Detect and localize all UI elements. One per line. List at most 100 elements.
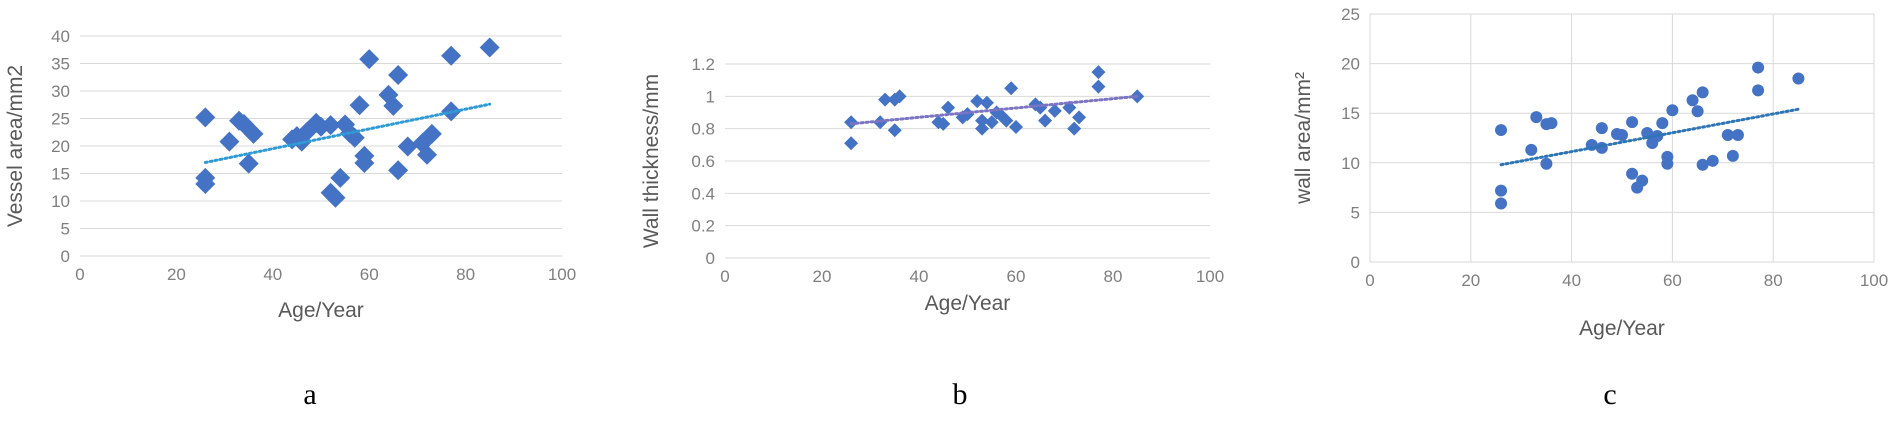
chart-a-svg: 0 5 10 15 20 25 30 35 40 0 20 40 60 80 100 Age/Year Vess… — [4, 27, 576, 322]
data-point-b-27 — [1067, 121, 1082, 136]
data-point-c-29 — [1721, 129, 1734, 142]
xtick-label-b-4: 80 — [1104, 267, 1123, 286]
data-point-a-33 — [441, 45, 462, 66]
data-point-b-29 — [1091, 65, 1106, 80]
plot-frame-c — [1369, 13, 1875, 263]
xtick-label-c-5: 100 — [1860, 271, 1888, 290]
data-point-c-27 — [1696, 158, 1709, 171]
yaxis-title-a: Vessel area/mm2 — [4, 65, 27, 227]
xtick-label-b-3: 60 — [1007, 267, 1026, 286]
data-point-a-23 — [354, 153, 375, 174]
data-point-c-3 — [1525, 143, 1538, 156]
data-point-a-7 — [243, 123, 264, 144]
xtick-label-c-4: 80 — [1764, 271, 1783, 290]
data-point-c-16 — [1636, 174, 1649, 187]
data-point-a-14 — [320, 115, 341, 136]
data-point-c-25 — [1691, 105, 1704, 118]
xtick-label-b-5: 100 — [1196, 267, 1224, 286]
xtick-label-c-3: 60 — [1663, 271, 1682, 290]
data-point-b-15 — [979, 95, 994, 110]
trendline-b — [849, 94, 1139, 126]
data-point-c-31 — [1731, 129, 1744, 142]
panel-c: 0 5 10 15 20 25 0 20 40 60 80 100 Age/Year wall area/… — [1290, 0, 1902, 429]
data-point-c-24 — [1686, 94, 1699, 107]
ytick-label-a-6: 30 — [51, 82, 70, 101]
ytick-label-b-0: 0 — [706, 249, 715, 268]
ytick-label-c-2: 10 — [1341, 154, 1360, 173]
data-point-b-4 — [887, 123, 902, 138]
xtick-label-c-1: 20 — [1461, 271, 1480, 290]
xtick-label-a-1: 20 — [167, 265, 186, 284]
data-point-c-22 — [1661, 157, 1674, 170]
yaxis-title-c: wall area/mm² — [1292, 72, 1315, 205]
xtick-label-a-4: 80 — [456, 265, 475, 284]
data-point-b-3 — [878, 92, 893, 107]
xaxis-title-b: Age/Year — [925, 292, 1011, 315]
data-point-c-33 — [1752, 84, 1765, 97]
data-point-b-21 — [1009, 120, 1023, 135]
data-point-b-12 — [970, 94, 985, 109]
xaxis-title-a: Age/Year — [278, 299, 364, 322]
data-point-c-26 — [1696, 86, 1709, 99]
data-point-b-6 — [892, 89, 907, 104]
data-point-c-0 — [1495, 124, 1508, 137]
xtick-label-a-0: 0 — [75, 265, 84, 284]
data-point-a-26 — [383, 95, 404, 116]
data-point-c-12 — [1616, 129, 1628, 142]
panel-b: 0 0.2 0.4 0.6 0.8 1 1.2 0 20 40 60 80 100 Age/Year Wal… — [630, 0, 1230, 429]
ytick-label-a-1: 5 — [61, 220, 70, 239]
xtick-label-a-2: 40 — [263, 265, 282, 284]
data-point-b-10 — [955, 110, 970, 125]
data-point-c-9 — [1595, 122, 1608, 135]
trendline-a — [203, 102, 492, 164]
ytick-label-b-6: 1.2 — [691, 55, 715, 74]
panel-a: 0 5 10 15 20 25 30 35 40 0 20 40 60 80 100 Age/Year Vess… — [0, 0, 580, 429]
xtick-label-c-2: 40 — [1562, 271, 1581, 290]
panel-label-c: c — [1603, 378, 1617, 411]
ytick-label-c-1: 5 — [1351, 203, 1360, 222]
panel-label-b: b — [952, 378, 968, 411]
ytick-label-b-5: 1 — [706, 87, 715, 106]
ytick-label-a-3: 15 — [51, 165, 70, 184]
data-point-b-28 — [1072, 110, 1087, 125]
data-point-c-1 — [1495, 184, 1508, 197]
data-point-b-9 — [941, 100, 956, 115]
panel-label-a: a — [303, 378, 317, 411]
data-point-c-7 — [1545, 117, 1558, 130]
xtick-label-b-2: 40 — [910, 267, 929, 286]
ytick-label-a-8: 40 — [51, 27, 70, 46]
ytick-label-b-1: 0.2 — [691, 217, 715, 236]
data-point-c-28 — [1706, 154, 1719, 167]
ytick-label-a-0: 0 — [61, 247, 70, 266]
ytick-label-c-3: 15 — [1341, 104, 1360, 123]
data-point-a-16 — [325, 187, 346, 208]
data-point-a-3 — [219, 131, 240, 152]
data-point-a-27 — [388, 65, 409, 86]
data-point-c-30 — [1726, 149, 1739, 162]
data-point-c-14 — [1626, 167, 1639, 180]
data-point-a-28 — [388, 160, 409, 181]
data-point-a-29 — [397, 136, 418, 157]
ytick-label-a-5: 25 — [51, 110, 70, 129]
xtick-label-b-1: 20 — [813, 267, 832, 286]
data-point-a-17 — [330, 167, 351, 188]
data-point-b-24 — [1038, 113, 1053, 128]
chart-c-svg: 0 5 10 15 20 25 0 20 40 60 80 100 Age/Year wall area/… — [1292, 5, 1888, 340]
ytick-label-a-4: 20 — [51, 137, 70, 156]
ytick-label-a-2: 10 — [51, 192, 70, 211]
data-point-b-8 — [936, 116, 951, 131]
data-point-b-1 — [844, 136, 859, 151]
xtick-label-c-0: 0 — [1365, 271, 1374, 290]
data-point-c-13 — [1626, 116, 1639, 129]
ytick-label-b-4: 0.8 — [691, 120, 715, 139]
data-point-b-19 — [999, 113, 1014, 128]
ytick-label-a-7: 35 — [51, 55, 70, 74]
data-point-a-6 — [238, 153, 259, 174]
data-point-a-21 — [349, 95, 370, 116]
data-point-b-13 — [975, 113, 990, 128]
data-point-a-2 — [195, 173, 216, 194]
data-point-b-0 — [844, 115, 859, 130]
xtick-label-a-5: 100 — [548, 265, 576, 284]
data-point-c-32 — [1752, 61, 1765, 74]
